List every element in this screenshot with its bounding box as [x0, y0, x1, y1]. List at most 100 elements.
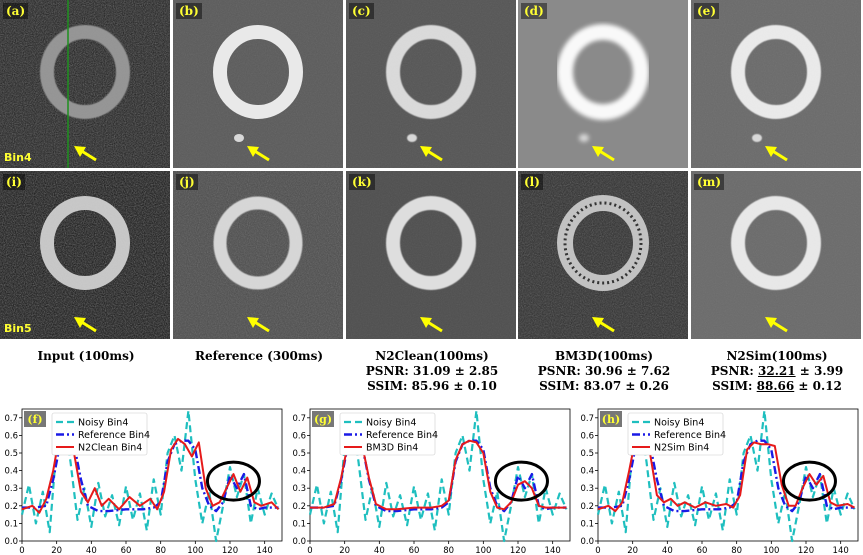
y-tick-label: 0.4	[292, 467, 306, 477]
y-tick-label: 0.1	[580, 519, 594, 529]
ssim-line: SSIM: 88.66 ± 0.12	[691, 379, 863, 394]
legend-label: Reference Bin4	[654, 430, 726, 441]
caption-title: Reference (300ms)	[194, 349, 324, 363]
image-tile: (l)	[518, 171, 688, 339]
profile-chart-h: 0 20 40 60 80 100 120 140 0.0 0.1 0.2 0.3 0.4 0.5 0.6 0…	[580, 408, 859, 555]
column-caption: N2Clean(100ms) PSNR: 31.09 ± 2.85 SSIM: 85…	[346, 349, 518, 394]
caption-title: Input (100ms)	[37, 349, 135, 363]
psnr-line: PSNR: 30.96 ± 7.62	[518, 364, 690, 379]
profile-plot-g: 0 20 40 60 80 100 120 140 0.0 0.1 0.2 0.3 0.4 0.5 0.6 0…	[288, 405, 574, 555]
y-tick-label: 0.3	[292, 484, 306, 494]
column-caption: Reference (300ms)	[173, 349, 345, 364]
y-tick-label: 0.0	[580, 537, 594, 547]
ssim-value: 88.66	[756, 379, 795, 393]
x-tick-label: 20	[339, 546, 350, 555]
y-tick-label: 0.7	[4, 414, 18, 424]
ssim-std: ± 0.26	[621, 379, 669, 393]
psnr-std: ± 3.99	[795, 364, 844, 378]
psnr-prefix: PSNR:	[710, 364, 759, 378]
y-tick-label: 0.5	[292, 449, 306, 459]
x-tick-label: 100	[763, 546, 779, 555]
highlight-circle	[781, 460, 837, 502]
profile-chart-f: 0 20 40 60 80 100 120 140 0.0 0.1 0.2 0.3 0.4 0.5 0.6 0…	[4, 408, 283, 555]
caption-title: N2Sim(100ms)	[726, 349, 828, 363]
y-tick-label: 0.4	[580, 467, 594, 477]
image-tile: (b)	[173, 0, 343, 168]
x-tick-label: 80	[155, 546, 166, 555]
x-tick-label: 60	[121, 546, 132, 555]
image-tile: (d)	[518, 0, 688, 168]
legend	[339, 412, 436, 456]
column-caption: Input (100ms)	[0, 349, 172, 364]
x-tick-label: 40	[662, 546, 673, 555]
image-tile: (m)	[691, 171, 861, 339]
ssim-line: SSIM: 85.96 ± 0.10	[346, 379, 518, 394]
legend-label: Noisy Bin4	[654, 418, 704, 429]
psnr-std: ± 2.85	[450, 364, 499, 378]
x-tick-label: 60	[697, 546, 708, 555]
y-tick-label: 0.0	[4, 537, 18, 547]
y-tick-label: 0.0	[292, 537, 306, 547]
y-tick-label: 0.7	[580, 414, 594, 424]
legend	[627, 412, 724, 456]
row-label: Bin5	[4, 322, 32, 335]
legend-label: Noisy Bin4	[78, 418, 128, 429]
y-tick-label: 0.6	[580, 431, 594, 441]
x-tick-label: 140	[833, 546, 849, 555]
legend-label: N2Sim Bin4	[654, 443, 709, 454]
x-tick-label: 20	[627, 546, 638, 555]
panel-label: (m)	[694, 174, 725, 190]
panel-label: (g)	[314, 413, 332, 426]
column-caption: BM3D(100ms) PSNR: 30.96 ± 7.62 SSIM: 83.07…	[518, 349, 690, 394]
image-tile: (i) Bin5	[0, 171, 170, 339]
legend-label: N2Clean Bin4	[78, 443, 142, 454]
panel-label: (j)	[176, 174, 198, 190]
panel-label: (d)	[521, 3, 547, 19]
x-tick-label: 120	[798, 546, 814, 555]
y-tick-label: 0.3	[580, 484, 594, 494]
psnr-prefix: PSNR:	[365, 364, 414, 378]
ssim-std: ± 0.10	[449, 379, 497, 393]
legend-label: Noisy Bin4	[366, 418, 416, 429]
panel-label: (h)	[602, 413, 620, 426]
psnr-value: 32.21	[758, 364, 796, 378]
x-tick-label: 100	[187, 546, 203, 555]
panel-label: (i)	[3, 174, 25, 190]
panel-label: (k)	[349, 174, 375, 190]
ssim-value: 85.96	[411, 379, 450, 393]
psnr-line: PSNR: 31.09 ± 2.85	[346, 364, 518, 379]
profile-chart-g: 0 20 40 60 80 100 120 140 0.0 0.1 0.2 0.3 0.4 0.5 0.6 0…	[292, 408, 571, 555]
x-tick-label: 0	[595, 546, 600, 555]
panel-label: (l)	[521, 174, 543, 190]
image-tile: (a) Bin4	[0, 0, 170, 168]
x-tick-label: 120	[222, 546, 238, 555]
x-tick-label: 140	[545, 546, 561, 555]
psnr-prefix: PSNR:	[537, 364, 586, 378]
panel-label: (e)	[694, 3, 719, 19]
y-tick-label: 0.5	[4, 449, 18, 459]
ssim-line: SSIM: 83.07 ± 0.26	[518, 379, 690, 394]
y-tick-label: 0.6	[4, 431, 18, 441]
panel-label-bg	[24, 411, 46, 427]
y-tick-label: 0.6	[292, 431, 306, 441]
image-tile: (c)	[346, 0, 516, 168]
psnr-std: ± 7.62	[622, 364, 671, 378]
x-tick-label: 40	[374, 546, 385, 555]
image-tile: (k)	[346, 171, 516, 339]
x-tick-label: 140	[257, 546, 273, 555]
x-tick-label: 80	[443, 546, 454, 555]
panel-label: (c)	[349, 3, 374, 19]
y-tick-label: 0.2	[4, 502, 18, 512]
ssim-prefix: SSIM:	[367, 379, 412, 393]
y-tick-label: 0.1	[4, 519, 18, 529]
y-tick-label: 0.5	[580, 449, 594, 459]
y-tick-label: 0.3	[4, 484, 18, 494]
panel-label-bg	[312, 411, 334, 427]
panel-label: (f)	[27, 413, 42, 426]
psnr-value: 31.09	[413, 364, 451, 378]
legend-label: Reference Bin4	[366, 430, 438, 441]
ssim-prefix: SSIM:	[539, 379, 584, 393]
image-tile: (j)	[173, 171, 343, 339]
x-tick-label: 100	[475, 546, 491, 555]
x-tick-label: 60	[409, 546, 420, 555]
